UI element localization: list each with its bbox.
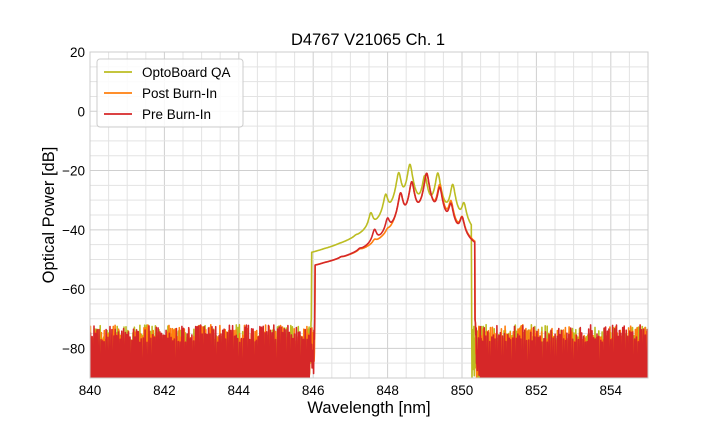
series-layer: [90, 163, 648, 378]
legend-box: [96, 58, 244, 128]
series-line-pre-burn-in: [90, 172, 648, 378]
y-axis-label: Optical Power [dB]: [40, 147, 58, 284]
legend-label: Post Burn-In: [142, 86, 217, 101]
x-tick-label: 846: [302, 383, 325, 398]
legend: OptoBoard QA Post Burn-In Pre Burn-In: [96, 58, 244, 128]
plot-frame: [89, 51, 649, 379]
x-tick-label: 844: [228, 383, 251, 398]
x-axis-ticks: 840 842 844 846 848 850 852 854: [79, 383, 623, 398]
x-tick-label: 842: [153, 383, 176, 398]
y-tick-label: −80: [62, 341, 85, 356]
legend-label: Pre Burn-In: [142, 107, 211, 122]
y-tick-label: 20: [70, 45, 85, 60]
legend-label: OptoBoard QA: [142, 65, 231, 80]
x-tick-label: 848: [376, 383, 399, 398]
y-axis-ticks: 20 0 −20 −40 −60 −80: [62, 45, 85, 356]
series-line-optoboard-qa: [90, 163, 648, 378]
x-tick-label: 854: [600, 383, 623, 398]
y-tick-label: −20: [62, 164, 85, 179]
x-axis-label: Wavelength [nm]: [307, 399, 430, 417]
x-tick-label: 852: [525, 383, 548, 398]
y-tick-label: −40: [62, 223, 85, 238]
y-tick-label: −60: [62, 282, 85, 297]
x-tick-label: 850: [451, 383, 474, 398]
y-tick-label: 0: [77, 104, 85, 119]
x-tick-label: 840: [79, 383, 102, 398]
chart-title: D4767 V21065 Ch. 1: [291, 31, 445, 49]
